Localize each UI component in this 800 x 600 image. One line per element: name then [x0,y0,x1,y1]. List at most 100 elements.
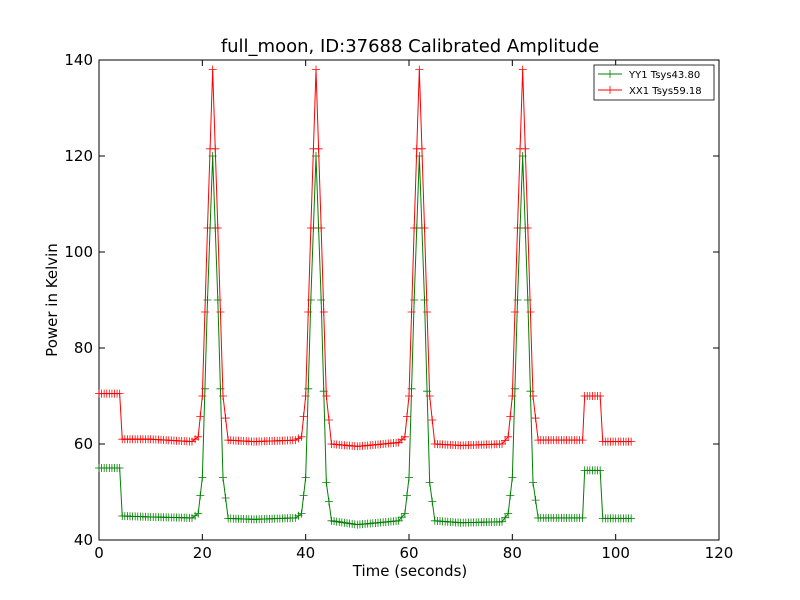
data-point [627,437,636,446]
data-point [523,224,532,232]
legend-box [593,64,715,101]
data-point [627,514,636,523]
data-point [216,308,225,316]
x-tick-label: 80 [503,544,522,562]
data-point [415,65,424,74]
data-point [304,308,313,316]
data-point [219,473,227,482]
data-point [198,473,207,482]
plot-frame [98,59,720,541]
data-point [312,65,320,74]
data-point [531,414,540,423]
data-point [578,436,587,445]
data-point [529,392,537,400]
data-point [596,392,605,400]
data-point [506,491,515,500]
data-point [291,513,300,522]
data-point [394,516,403,525]
data-point [297,432,306,441]
data-point [297,509,306,518]
data-point [526,308,535,316]
legend: YY1 Tsys43.80 XX1 Tsys59.18 [593,64,715,101]
data-point [410,224,419,232]
data-point [425,478,434,487]
data-point [529,478,537,487]
data-point [501,436,510,445]
x-tick-label: 40 [296,544,315,562]
data-point [291,436,300,445]
data-point [115,389,124,398]
legend-label: YY1 Tsys43.80 [628,70,700,81]
data-point [498,440,506,448]
data-point [196,412,205,421]
data-point [198,392,207,400]
data-point [203,224,212,232]
data-point [506,412,515,421]
y-axis-title: Power in Kelvin [43,243,61,357]
data-point [115,464,124,472]
data-point [208,65,217,74]
data-point [405,392,413,400]
data-point [402,491,411,500]
data-point [324,416,333,424]
y-tick-label: 120 [64,147,93,165]
data-point [322,392,331,400]
data-point [322,478,331,487]
data-point [196,491,205,500]
x-tick-label: 60 [399,544,418,562]
data-point [194,432,203,441]
data-point [504,432,513,441]
data-point [504,509,513,518]
data-point [425,392,434,400]
x-tick-label: 120 [705,544,734,562]
y-tick-label: 100 [64,243,93,261]
y-tick-label: 80 [74,339,93,357]
data-point [428,497,437,506]
data-point [513,224,522,232]
data-point [221,414,230,423]
x-tick-label: 100 [601,544,630,562]
y-tick-label: 140 [64,51,93,69]
data-point [294,511,303,520]
data-point [306,224,315,232]
data-point [191,511,200,520]
data-point [219,392,227,400]
data-point [301,392,310,400]
data-point [407,308,416,316]
data-point [314,144,323,153]
data-point [211,144,220,153]
data-point [213,224,222,232]
axis-ticks: 0 20 40 60 80 100 120 40 60 80 100 120 140 [64,51,733,562]
x-tick-label: 0 [94,544,104,562]
y-tick-label: 40 [74,531,93,549]
data-point [317,224,326,232]
data-point [400,509,409,518]
data-point [423,308,432,316]
legend-marker [606,70,614,78]
data-point [397,513,406,522]
data-point [402,412,411,421]
data-point [417,144,426,153]
data-point [521,144,530,153]
data-point [508,392,517,400]
data-point [200,308,209,316]
x-tick-label: 20 [193,544,212,562]
legend-marker [606,86,614,94]
data-point [301,473,310,482]
data-point [428,416,437,424]
series-1 [95,65,636,451]
data-point [578,513,587,522]
data-point [518,65,527,74]
data-point [324,497,333,506]
data-point [508,473,517,482]
data-point [498,517,506,526]
data-point [400,432,409,441]
data-point [299,412,308,421]
data-point [299,491,308,500]
data-point [501,513,510,522]
data-point [405,473,413,482]
data-point [510,308,519,316]
data-point [221,494,230,502]
data-point [420,224,429,232]
